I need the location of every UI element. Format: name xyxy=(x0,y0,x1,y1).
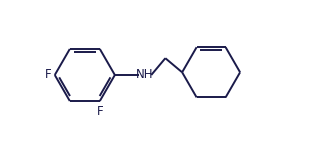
Text: F: F xyxy=(44,69,51,81)
Text: NH: NH xyxy=(136,69,154,81)
Text: F: F xyxy=(96,105,103,118)
